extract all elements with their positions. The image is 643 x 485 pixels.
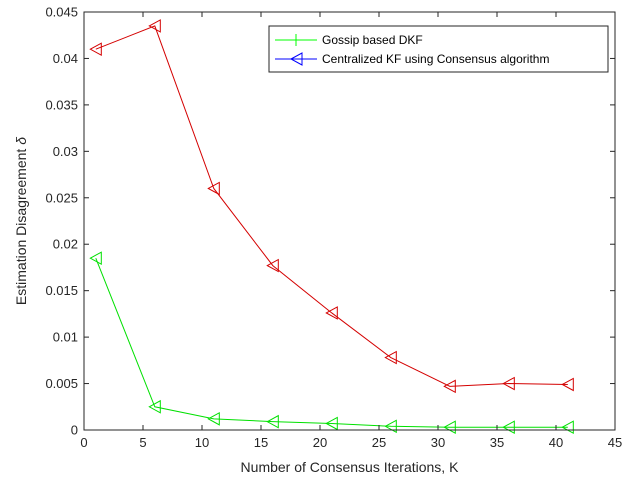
y-tick-label: 0.02 xyxy=(53,237,78,252)
x-tick-label: 0 xyxy=(80,435,87,450)
x-tick-label: 25 xyxy=(372,435,386,450)
data-point-marker xyxy=(384,419,397,434)
legend-label-gossip: Gossip based DKF xyxy=(322,33,423,47)
data-point-marker xyxy=(89,42,102,56)
series-2 xyxy=(89,19,574,394)
data-point-marker xyxy=(266,414,279,429)
plot-area xyxy=(84,12,615,430)
data-point-marker xyxy=(148,19,161,33)
data-point-marker xyxy=(443,379,456,394)
y-tick-label: 0.015 xyxy=(45,283,78,298)
y-tick-label: 0.035 xyxy=(45,97,78,112)
legend-box xyxy=(268,25,609,73)
y-axis-label-symbol: δ xyxy=(13,137,29,145)
legend-label-centralized: Centralized KF using Consensus algorithm xyxy=(322,52,549,66)
y-tick-label: 0.04 xyxy=(53,51,78,66)
y-tick-label: 0.005 xyxy=(45,376,78,391)
x-tick-label: 30 xyxy=(431,435,445,450)
y-tick-label: 0.045 xyxy=(45,5,78,20)
data-point-marker xyxy=(502,376,515,391)
x-tick-label: 10 xyxy=(195,435,209,450)
y-axis-label: Estimation Disagreement δ xyxy=(13,137,29,305)
y-axis-label-text: Estimation Disagreement xyxy=(13,149,29,306)
data-point-marker xyxy=(89,251,102,265)
series-line xyxy=(95,257,568,428)
data-point-marker xyxy=(207,181,220,196)
plot-frame xyxy=(83,11,616,431)
legend-marker-gossip xyxy=(290,34,302,46)
x-tick-label: 40 xyxy=(549,435,563,450)
legend-marker-centralized xyxy=(289,52,303,66)
y-tick-label: 0.01 xyxy=(53,330,78,345)
legend: Gossip based DKF Centralized KF using Co… xyxy=(268,25,609,73)
x-tick-label: 15 xyxy=(254,435,268,450)
y-tick-label: 0 xyxy=(71,423,78,438)
data-point-marker xyxy=(148,399,161,414)
data-point-marker xyxy=(325,306,338,320)
data-point-marker xyxy=(561,377,574,392)
y-tick-label: 0.025 xyxy=(45,190,78,205)
y-tick-label: 0.03 xyxy=(53,144,78,159)
chart-marks xyxy=(89,19,574,435)
series-line xyxy=(95,25,568,387)
data-point-marker xyxy=(325,416,338,431)
x-tick-label: 5 xyxy=(139,435,146,450)
data-point-marker xyxy=(207,412,220,426)
data-point-marker xyxy=(266,258,279,273)
x-tick-label: 45 xyxy=(608,435,622,450)
x-tick-label: 20 xyxy=(313,435,327,450)
x-axis-label: Number of Consensus Iterations, K xyxy=(241,459,460,475)
data-point-marker xyxy=(384,350,397,365)
x-tick-label: 35 xyxy=(490,435,504,450)
axis-ticks: 0 5 10 15 20 25 30 35 40 45 0 0.005 0.01 0.015 0.02 0.0… xyxy=(45,5,622,451)
